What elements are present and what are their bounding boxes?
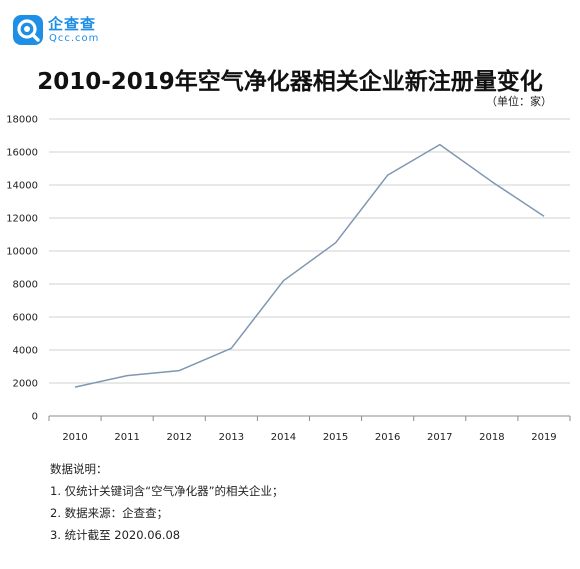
- note-item-3: 3. 统计截至 2020.06.08: [50, 528, 181, 542]
- qcc-logo-icon: [13, 15, 43, 45]
- data-point-2013: [230, 347, 232, 349]
- brand-logo: 企查查 Qcc.com: [12, 12, 122, 52]
- y-axis-tick-labels: 0 2000 4000 6000 8000 10000 12000 14000 16000 180…: [6, 115, 38, 423]
- y-tick-label-12000: 12000: [6, 214, 38, 225]
- y-tick-label-10000: 10000: [6, 247, 38, 258]
- x-axis: 2010 2011 2012 2013 2014 2015 2016 2017 2018 2019: [48, 416, 571, 443]
- x-tick-label-2013: 2013: [219, 432, 244, 443]
- notes-heading: 数据说明：: [50, 462, 108, 476]
- brand-name: 企查查: [48, 15, 97, 33]
- x-tick-label-2011: 2011: [114, 432, 139, 443]
- data-point-2015: [335, 242, 337, 244]
- y-tick-label-18000: 18000: [6, 115, 38, 126]
- grid-lines: [49, 118, 570, 417]
- x-tick-label-2018: 2018: [479, 432, 504, 443]
- chart-title: 2010-2019年空气净化器相关企业新注册量变化: [37, 69, 543, 95]
- y-tick-label-0: 0: [32, 412, 38, 423]
- data-notes: 数据说明： 1. 仅统计关键词含“空气净化器”的相关企业； 2. 数据来源：企查…: [50, 458, 284, 546]
- y-tick-label-6000: 6000: [13, 313, 38, 324]
- series-line-1: [74, 143, 545, 388]
- y-tick-label-4000: 4000: [13, 346, 38, 357]
- x-tick-label-2010: 2010: [62, 432, 87, 443]
- data-point-2012: [178, 370, 180, 372]
- y-tick-label-8000: 8000: [13, 280, 38, 291]
- x-tick-label-2012: 2012: [167, 432, 192, 443]
- series-lines: [74, 143, 545, 388]
- data-point-2019: [543, 215, 545, 217]
- line-chart: 0 2000 4000 6000 8000 10000 12000 14000 16000 180…: [6, 115, 571, 443]
- data-point-2011: [126, 375, 128, 377]
- y-tick-label-2000: 2000: [13, 379, 38, 390]
- data-point-2016: [387, 174, 389, 176]
- x-tick-label-2016: 2016: [375, 432, 400, 443]
- unit-note: （单位：家）: [486, 95, 552, 108]
- data-point-2014: [282, 280, 284, 282]
- x-tick-label-2019: 2019: [531, 432, 556, 443]
- y-tick-label-14000: 14000: [6, 181, 38, 192]
- data-point-2010: [74, 386, 76, 388]
- x-tick-label-2015: 2015: [323, 432, 348, 443]
- x-tick-label-2017: 2017: [427, 432, 452, 443]
- note-item-1: 1. 仅统计关键词含“空气净化器”的相关企业；: [50, 484, 284, 498]
- brand-url: Qcc.com: [49, 33, 100, 44]
- data-point-2017: [439, 144, 441, 146]
- note-item-2: 2. 数据来源：企查查；: [50, 506, 169, 520]
- y-tick-label-16000: 16000: [6, 148, 38, 159]
- data-point-2018: [491, 181, 493, 183]
- x-tick-label-2014: 2014: [271, 432, 296, 443]
